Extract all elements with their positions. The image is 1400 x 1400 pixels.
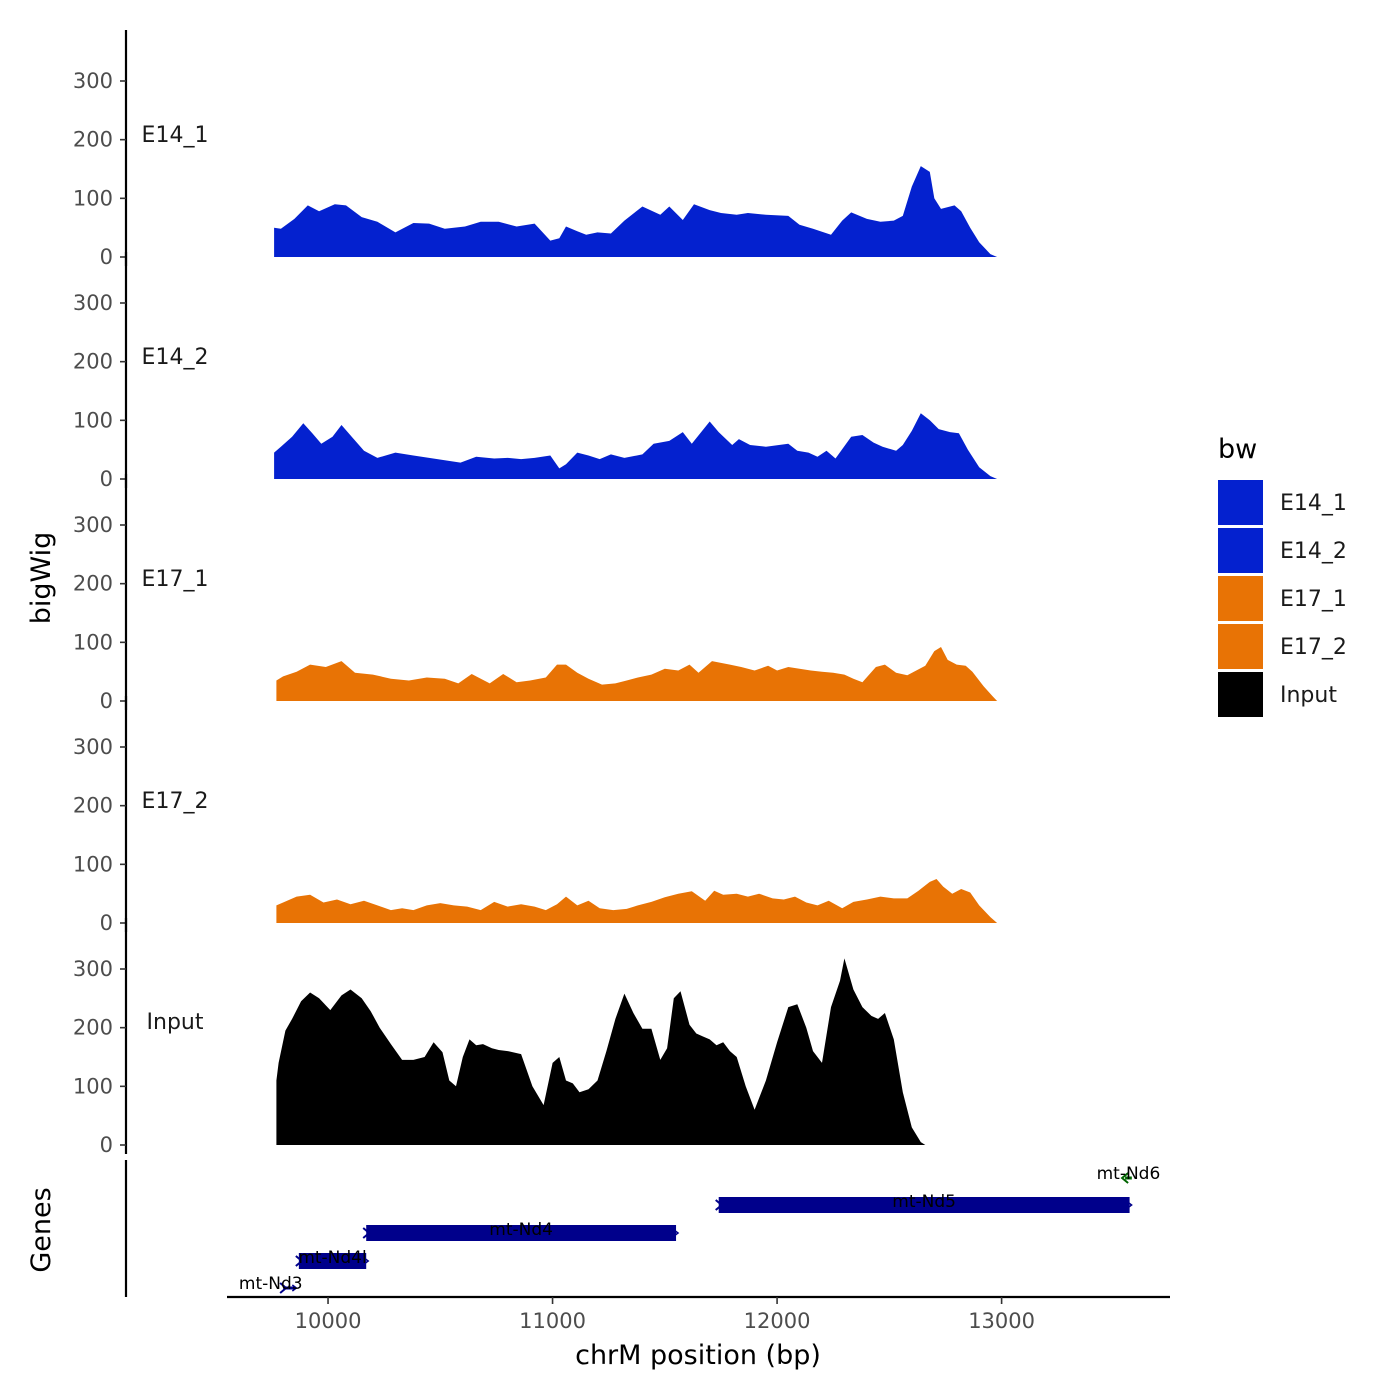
coverage-area-e14_1 — [274, 166, 998, 257]
gene-label: mt-Nd4 — [489, 1220, 553, 1240]
gene-body — [718, 1197, 1130, 1213]
strand-arrow-end-icon — [363, 1257, 370, 1265]
y-tick-label: 300 — [73, 69, 113, 93]
legend-label: E14_2 — [1280, 539, 1347, 564]
y-tick-label: 300 — [73, 291, 113, 315]
legend-entry-e17_1: E17_1 — [1218, 576, 1347, 621]
legend-label: E17_2 — [1280, 635, 1347, 660]
coverage-area-input — [276, 958, 998, 1145]
x-tick-label: 11000 — [519, 1309, 586, 1333]
track-label: E17_1 — [142, 567, 209, 592]
y-tick-label: 0 — [100, 911, 113, 935]
track-panel-e14_1: 0 100 200 300 E14_1 — [73, 30, 998, 269]
track-label: E14_1 — [142, 123, 209, 148]
y-tick-label: 200 — [73, 572, 113, 596]
gene-annotation-track: mt-Nd3 mt-Nd4l mt-Nd4 mt-Nd5 mt-Nd6 — [124, 1160, 1161, 1297]
legend-label: Input — [1280, 683, 1337, 708]
y-tick-label: 100 — [73, 852, 113, 876]
strand-arrow-icon — [715, 1199, 724, 1211]
gene-mt-nd4: mt-Nd4 — [362, 1220, 680, 1241]
x-tick-label: 13000 — [968, 1309, 1035, 1333]
track-panel-e17_1: 0 100 200 300 E17_1 — [73, 474, 998, 713]
y-tick-label: 0 — [100, 1133, 113, 1157]
y-tick-label: 0 — [100, 467, 113, 491]
gene-mt-nd6: mt-Nd6 — [1097, 1164, 1161, 1184]
coverage-area-e17_2 — [276, 879, 998, 923]
x-axis-title: chrM position (bp) — [575, 1340, 821, 1371]
gene-mt-nd3: mt-Nd3 — [239, 1274, 303, 1294]
y-tick-label: 100 — [73, 186, 113, 210]
track-label: Input — [147, 1010, 204, 1035]
legend-swatch — [1218, 576, 1263, 621]
gene-body — [283, 1286, 295, 1290]
track-panel-e14_2: 0 100 200 300 E14_2 — [73, 252, 998, 491]
y-axis-title-bigwig: bigWig — [26, 532, 57, 625]
y-tick-label: 300 — [73, 735, 113, 759]
x-axis: 10000 11000 12000 13000 — [227, 1295, 1170, 1333]
legend-entry-input: Input — [1218, 672, 1337, 717]
legend-entry-e17_2: E17_2 — [1218, 624, 1347, 669]
y-tick-label: 200 — [73, 1016, 113, 1040]
legend-swatch — [1218, 528, 1263, 573]
legend-entry-e14_1: E14_1 — [1218, 480, 1347, 525]
y-axis-title-genes: Genes — [26, 1187, 57, 1272]
legend-swatch — [1218, 672, 1263, 717]
gene-body — [298, 1253, 367, 1269]
gene-label: mt-Nd3 — [239, 1274, 303, 1294]
legend-label: E14_1 — [1280, 491, 1347, 516]
track-panel-input: 0 100 200 300 Input — [73, 918, 998, 1157]
legend-swatch — [1218, 624, 1263, 669]
y-tick-label: 0 — [100, 245, 113, 269]
track-label: E14_2 — [142, 345, 209, 370]
x-tick-label: 12000 — [744, 1309, 811, 1333]
strand-arrow-icon — [279, 1282, 288, 1294]
strand-arrow-end-icon — [1127, 1201, 1133, 1209]
strand-arrow-icon — [1120, 1172, 1129, 1184]
coverage-area-e14_2 — [274, 413, 998, 479]
legend: bw E14_1 E14_2 E17_1 E17_2 Input — [1218, 434, 1347, 717]
y-tick-label: 100 — [73, 408, 113, 432]
coverage-tracks: 0 100 200 300 E14_1 0 100 200 300 E14_2 0 100 200 300… — [73, 30, 998, 1157]
strand-arrow-end-icon — [291, 1284, 298, 1292]
strand-arrow-icon — [295, 1255, 304, 1267]
strand-arrow-end-icon — [673, 1229, 680, 1237]
x-tick-label: 10000 — [295, 1309, 362, 1333]
y-tick-label: 200 — [73, 794, 113, 818]
y-tick-label: 200 — [73, 128, 113, 152]
gene-label: mt-Nd4l — [298, 1248, 366, 1268]
legend-label: E17_1 — [1280, 587, 1347, 612]
legend-entry-e14_2: E14_2 — [1218, 528, 1347, 573]
track-label: E17_2 — [142, 789, 209, 814]
y-tick-label: 200 — [73, 350, 113, 374]
track-panel-e17_2: 0 100 200 300 E17_2 — [73, 696, 998, 935]
legend-title: bw — [1218, 434, 1257, 465]
gene-body — [366, 1225, 677, 1241]
strand-arrow-icon — [362, 1227, 371, 1239]
y-tick-label: 300 — [73, 513, 113, 537]
gene-mt-nd4l: mt-Nd4l — [295, 1248, 370, 1269]
y-tick-label: 0 — [100, 689, 113, 713]
gene-label: mt-Nd6 — [1097, 1164, 1161, 1184]
legend-swatch — [1218, 480, 1263, 525]
y-tick-label: 300 — [73, 957, 113, 981]
y-tick-label: 100 — [73, 630, 113, 654]
gene-label: mt-Nd5 — [892, 1192, 956, 1212]
y-tick-label: 100 — [73, 1074, 113, 1098]
gene-mt-nd5: mt-Nd5 — [715, 1192, 1133, 1213]
gene-body — [1125, 1176, 1132, 1180]
coverage-area-e17_1 — [276, 647, 998, 701]
